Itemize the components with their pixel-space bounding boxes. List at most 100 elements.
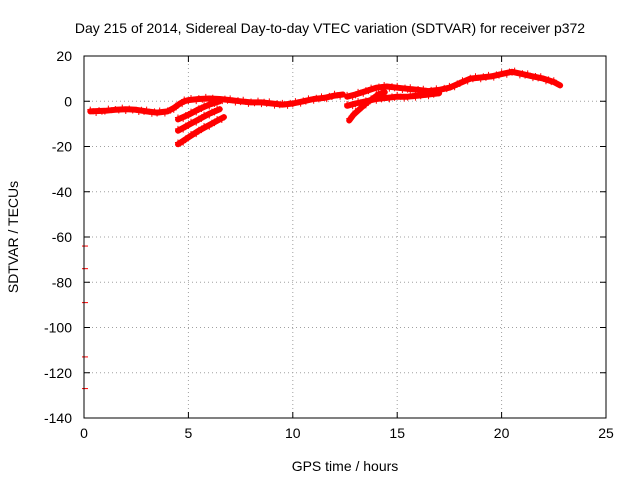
data-point	[386, 96, 393, 103]
data-point	[101, 108, 108, 115]
data-point	[289, 101, 296, 108]
data-point	[193, 131, 200, 138]
y-tick-label: -100	[44, 320, 72, 336]
data-point	[495, 72, 502, 79]
data-point	[185, 112, 192, 119]
series-main-track	[87, 90, 346, 117]
data-point	[451, 84, 458, 91]
data-point	[248, 98, 255, 105]
data-point	[352, 101, 359, 108]
data-point	[417, 93, 424, 100]
data-point	[255, 97, 261, 104]
data-point	[174, 114, 181, 121]
data-point	[358, 105, 365, 112]
data-point	[216, 98, 223, 105]
y-axis-label: SDTVAR / TECUs	[5, 181, 21, 293]
data-point	[198, 127, 205, 134]
y-tick-label: -140	[44, 410, 72, 426]
data-point	[482, 74, 489, 81]
data-point	[375, 89, 382, 96]
data-point	[193, 119, 200, 126]
data-point	[488, 73, 495, 80]
y-tick-label: -80	[52, 274, 72, 290]
data-point	[170, 106, 177, 113]
data-point	[360, 90, 367, 97]
data-point	[185, 135, 192, 142]
data-point	[346, 102, 353, 109]
data-point	[362, 102, 369, 109]
ticks: 0 5 10 15 20 25 -140 -120 -100 -80 -60 -40 -20 0 20	[44, 48, 614, 441]
data-point	[300, 97, 307, 104]
series-descending-track-3	[174, 114, 227, 148]
data-point	[180, 126, 187, 133]
data-point	[295, 99, 302, 106]
series-descending-track-2	[174, 105, 223, 134]
data-point	[302, 98, 309, 105]
data-point	[462, 77, 469, 84]
data-point	[378, 96, 385, 103]
data-point	[93, 109, 100, 116]
data-point	[321, 94, 328, 101]
data-point	[378, 90, 385, 97]
data-point	[308, 96, 315, 103]
data-point	[326, 92, 333, 99]
data-point	[305, 95, 312, 102]
data-point	[540, 75, 547, 82]
data-point	[182, 112, 189, 119]
data-point	[506, 68, 513, 75]
data-point	[493, 71, 500, 78]
data-point	[201, 102, 208, 109]
x-tick-label: 15	[389, 425, 405, 441]
data-point	[449, 83, 456, 90]
data-point	[456, 81, 463, 88]
series-evening-lower-track	[344, 88, 442, 110]
data-point	[368, 84, 375, 91]
data-point	[214, 105, 221, 112]
data-point	[553, 80, 560, 87]
data-point	[122, 107, 129, 114]
x-tick-label: 10	[285, 425, 301, 441]
data-point	[203, 102, 210, 109]
data-point	[206, 112, 213, 119]
data-point	[211, 109, 218, 116]
data-point	[355, 98, 362, 105]
data-point	[154, 110, 161, 117]
data-point	[199, 96, 206, 103]
x-tick-label: 0	[80, 425, 88, 441]
x-tick-label: 20	[494, 425, 510, 441]
data-point	[557, 82, 564, 89]
data-point	[251, 100, 258, 107]
data-point	[220, 114, 227, 121]
series-outliers	[82, 245, 88, 390]
data-point	[401, 95, 408, 102]
data-point	[209, 94, 216, 101]
data-point	[469, 76, 476, 83]
data-point	[292, 98, 299, 105]
x-axis-label: GPS time / hours	[292, 458, 399, 474]
data-point	[216, 106, 223, 113]
data-point	[381, 89, 388, 96]
data-point	[323, 96, 330, 103]
data-point	[193, 98, 200, 105]
data-point	[404, 94, 411, 101]
data-point	[214, 97, 221, 104]
data-point	[490, 74, 497, 81]
data-point	[334, 92, 341, 99]
data-point	[412, 94, 419, 101]
data-point	[362, 87, 369, 94]
data-point	[315, 96, 322, 103]
data-point	[180, 139, 187, 146]
data-point	[185, 98, 192, 105]
y-tick-label: 0	[64, 93, 72, 109]
data-point	[344, 100, 351, 107]
data-point	[394, 91, 401, 98]
data-point	[211, 100, 218, 107]
data-point	[297, 100, 304, 107]
y-tick-label: 20	[56, 48, 72, 64]
data-point	[195, 95, 202, 102]
data-point	[180, 115, 187, 122]
data-point	[501, 70, 508, 77]
data-point	[202, 93, 209, 100]
data-point	[545, 76, 552, 83]
